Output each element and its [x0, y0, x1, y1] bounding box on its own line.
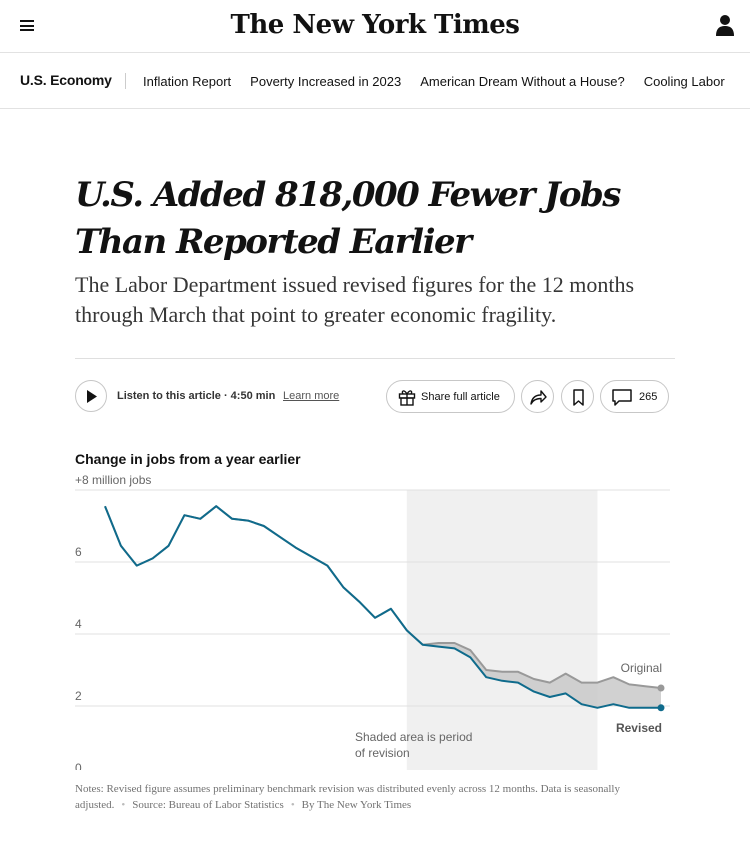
series-label-original: Original — [621, 661, 662, 675]
chart-title: Change in jobs from a year earlier — [75, 451, 301, 467]
section-nav: U.S. Economy Inflation Report Poverty Inc… — [0, 53, 750, 109]
top-bar: The New York Times — [0, 0, 750, 53]
jobs-chart: +8 million jobs 6 4 2 0 Original Revised Shaded… — [0, 470, 750, 770]
share-button[interactable] — [521, 380, 554, 413]
play-icon — [87, 390, 97, 403]
masthead-logo[interactable]: The New York Times — [230, 10, 520, 40]
listen-label: Listen to this article · 4:50 min — [117, 390, 276, 402]
nav-divider — [125, 73, 126, 89]
learn-more-link[interactable]: Learn more — [283, 390, 340, 402]
source-text: Source: Bureau of Labor Statistics — [132, 799, 284, 811]
y-tick-label: 4 — [75, 617, 82, 631]
article-headline: U.S. Added 818,000 Fewer Jobs Than Repor… — [75, 175, 621, 262]
y-tick-label: 2 — [75, 689, 82, 703]
gift-icon — [398, 390, 416, 406]
series-label-revised: Revised — [616, 721, 662, 735]
bookmark-icon — [573, 389, 584, 406]
chart-notes: Notes: Revised figure assumes preliminar… — [75, 783, 620, 811]
save-button[interactable] — [561, 380, 594, 413]
y-tick-label: 0 — [75, 761, 82, 770]
chart-svg: +8 million jobs 6 4 2 0 Original Revised Shaded… — [75, 473, 670, 770]
notes-text: Notes: Revised figure assumes preliminar… — [75, 783, 620, 811]
series-endpoint-original — [657, 684, 665, 692]
nav-section-title[interactable]: U.S. Economy — [20, 72, 112, 88]
article-summary: The Labor Department issued revised figu… — [75, 272, 635, 327]
series-line-revised — [104, 505, 661, 709]
hamburger-menu-icon[interactable] — [20, 20, 34, 31]
share-arrow-icon — [530, 390, 547, 405]
revision-period-shade — [406, 490, 598, 770]
y-tick-label: 6 — [75, 545, 82, 559]
share-full-article-button[interactable]: Share full article — [386, 380, 515, 413]
series-endpoint-revised — [657, 704, 665, 712]
comments-button[interactable]: 265 — [600, 380, 669, 413]
shaded-area-note: Shaded area is period — [355, 730, 472, 744]
credit-text: By The New York Times — [301, 799, 412, 811]
nav-items: Inflation Report Poverty Increased in 202… — [143, 74, 744, 89]
play-audio-button[interactable] — [75, 380, 107, 412]
user-icon[interactable] — [716, 15, 734, 36]
nav-item-cooling-labor[interactable]: Cooling Labor — [643, 74, 725, 89]
nav-item-poverty[interactable]: Poverty Increased in 2023 — [250, 74, 402, 89]
shaded-area-note-line2: of revision — [355, 746, 410, 760]
share-label: Share full article — [421, 391, 500, 403]
revision-gap-area — [406, 630, 661, 708]
divider — [75, 358, 675, 359]
y-unit-label: +8 million jobs — [75, 473, 151, 487]
comment-icon — [612, 389, 632, 406]
nav-item-inflation[interactable]: Inflation Report — [143, 74, 232, 89]
nav-item-american-dream[interactable]: American Dream Without a House? — [420, 74, 625, 89]
comment-count: 265 — [639, 391, 658, 403]
